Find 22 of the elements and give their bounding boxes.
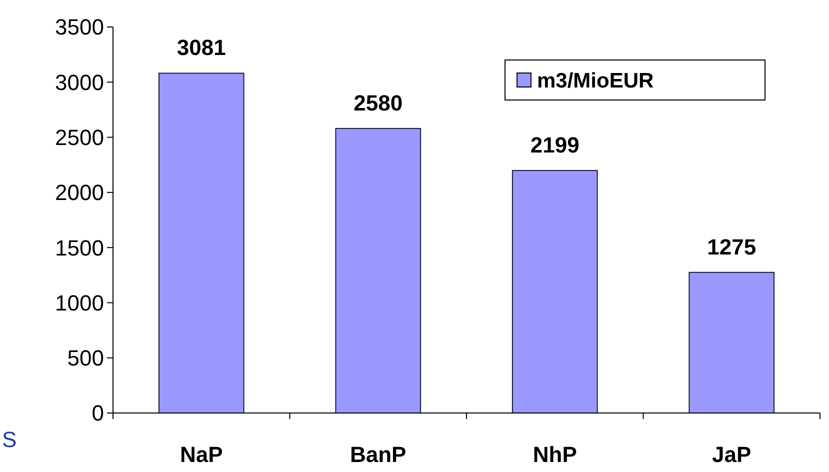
y-tick-label: 0 [92, 400, 104, 426]
data-label: 2199 [530, 132, 580, 158]
data-label: 2580 [354, 90, 403, 116]
data-label: 1275 [707, 234, 756, 260]
y-tick-label: 500 [67, 346, 104, 371]
y-tick-label: 2500 [55, 124, 104, 150]
bar [688, 272, 775, 414]
bar [512, 170, 598, 414]
x-tick-label: NaP [180, 442, 223, 467]
data-label: 3081 [176, 35, 226, 60]
y-tick-label: 2000 [55, 180, 104, 206]
y-tick-label: 1500 [55, 235, 104, 260]
y-tick-label: 1000 [55, 290, 104, 316]
y-tick-label: 3000 [55, 70, 104, 95]
x-tick-label: NhP [532, 442, 577, 467]
bar [335, 128, 422, 414]
text: S [2, 427, 17, 452]
y-tick-label: 3500 [55, 14, 104, 40]
x-tick-label: BanP [350, 442, 406, 467]
bar [158, 72, 244, 414]
legend-label: m3/MioEUR [537, 69, 654, 92]
x-tick-label: JaP [712, 442, 752, 467]
